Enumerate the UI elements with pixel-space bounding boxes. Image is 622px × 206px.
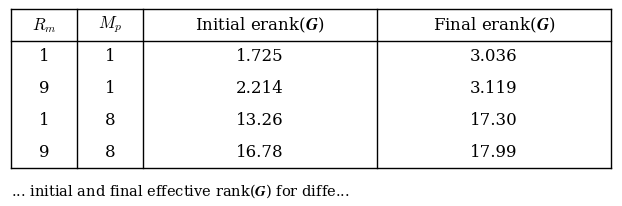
Text: 3.036: 3.036 — [470, 48, 518, 65]
Text: 1: 1 — [39, 48, 50, 65]
Text: 1: 1 — [105, 48, 116, 65]
Text: $M_p$: $M_p$ — [98, 15, 122, 35]
Text: 16.78: 16.78 — [236, 144, 284, 160]
Text: 17.30: 17.30 — [470, 112, 518, 129]
Text: 9: 9 — [39, 144, 49, 160]
Text: 2.214: 2.214 — [236, 80, 284, 97]
Text: $R_m$: $R_m$ — [32, 16, 57, 35]
Text: Final erank($\boldsymbol{G}$): Final erank($\boldsymbol{G}$) — [433, 15, 555, 35]
Text: 13.26: 13.26 — [236, 112, 284, 129]
Text: 8: 8 — [105, 144, 116, 160]
Text: 9: 9 — [39, 80, 49, 97]
Text: 1.725: 1.725 — [236, 48, 284, 65]
Text: 1: 1 — [105, 80, 116, 97]
Text: 3.119: 3.119 — [470, 80, 518, 97]
Text: 17.99: 17.99 — [470, 144, 518, 160]
Text: 8: 8 — [105, 112, 116, 129]
Text: Initial erank($\boldsymbol{G}$): Initial erank($\boldsymbol{G}$) — [195, 15, 325, 35]
Text: ... initial and final effective rank($\boldsymbol{G}$) for diffe...: ... initial and final effective rank($\b… — [11, 183, 350, 200]
Text: 1: 1 — [39, 112, 50, 129]
